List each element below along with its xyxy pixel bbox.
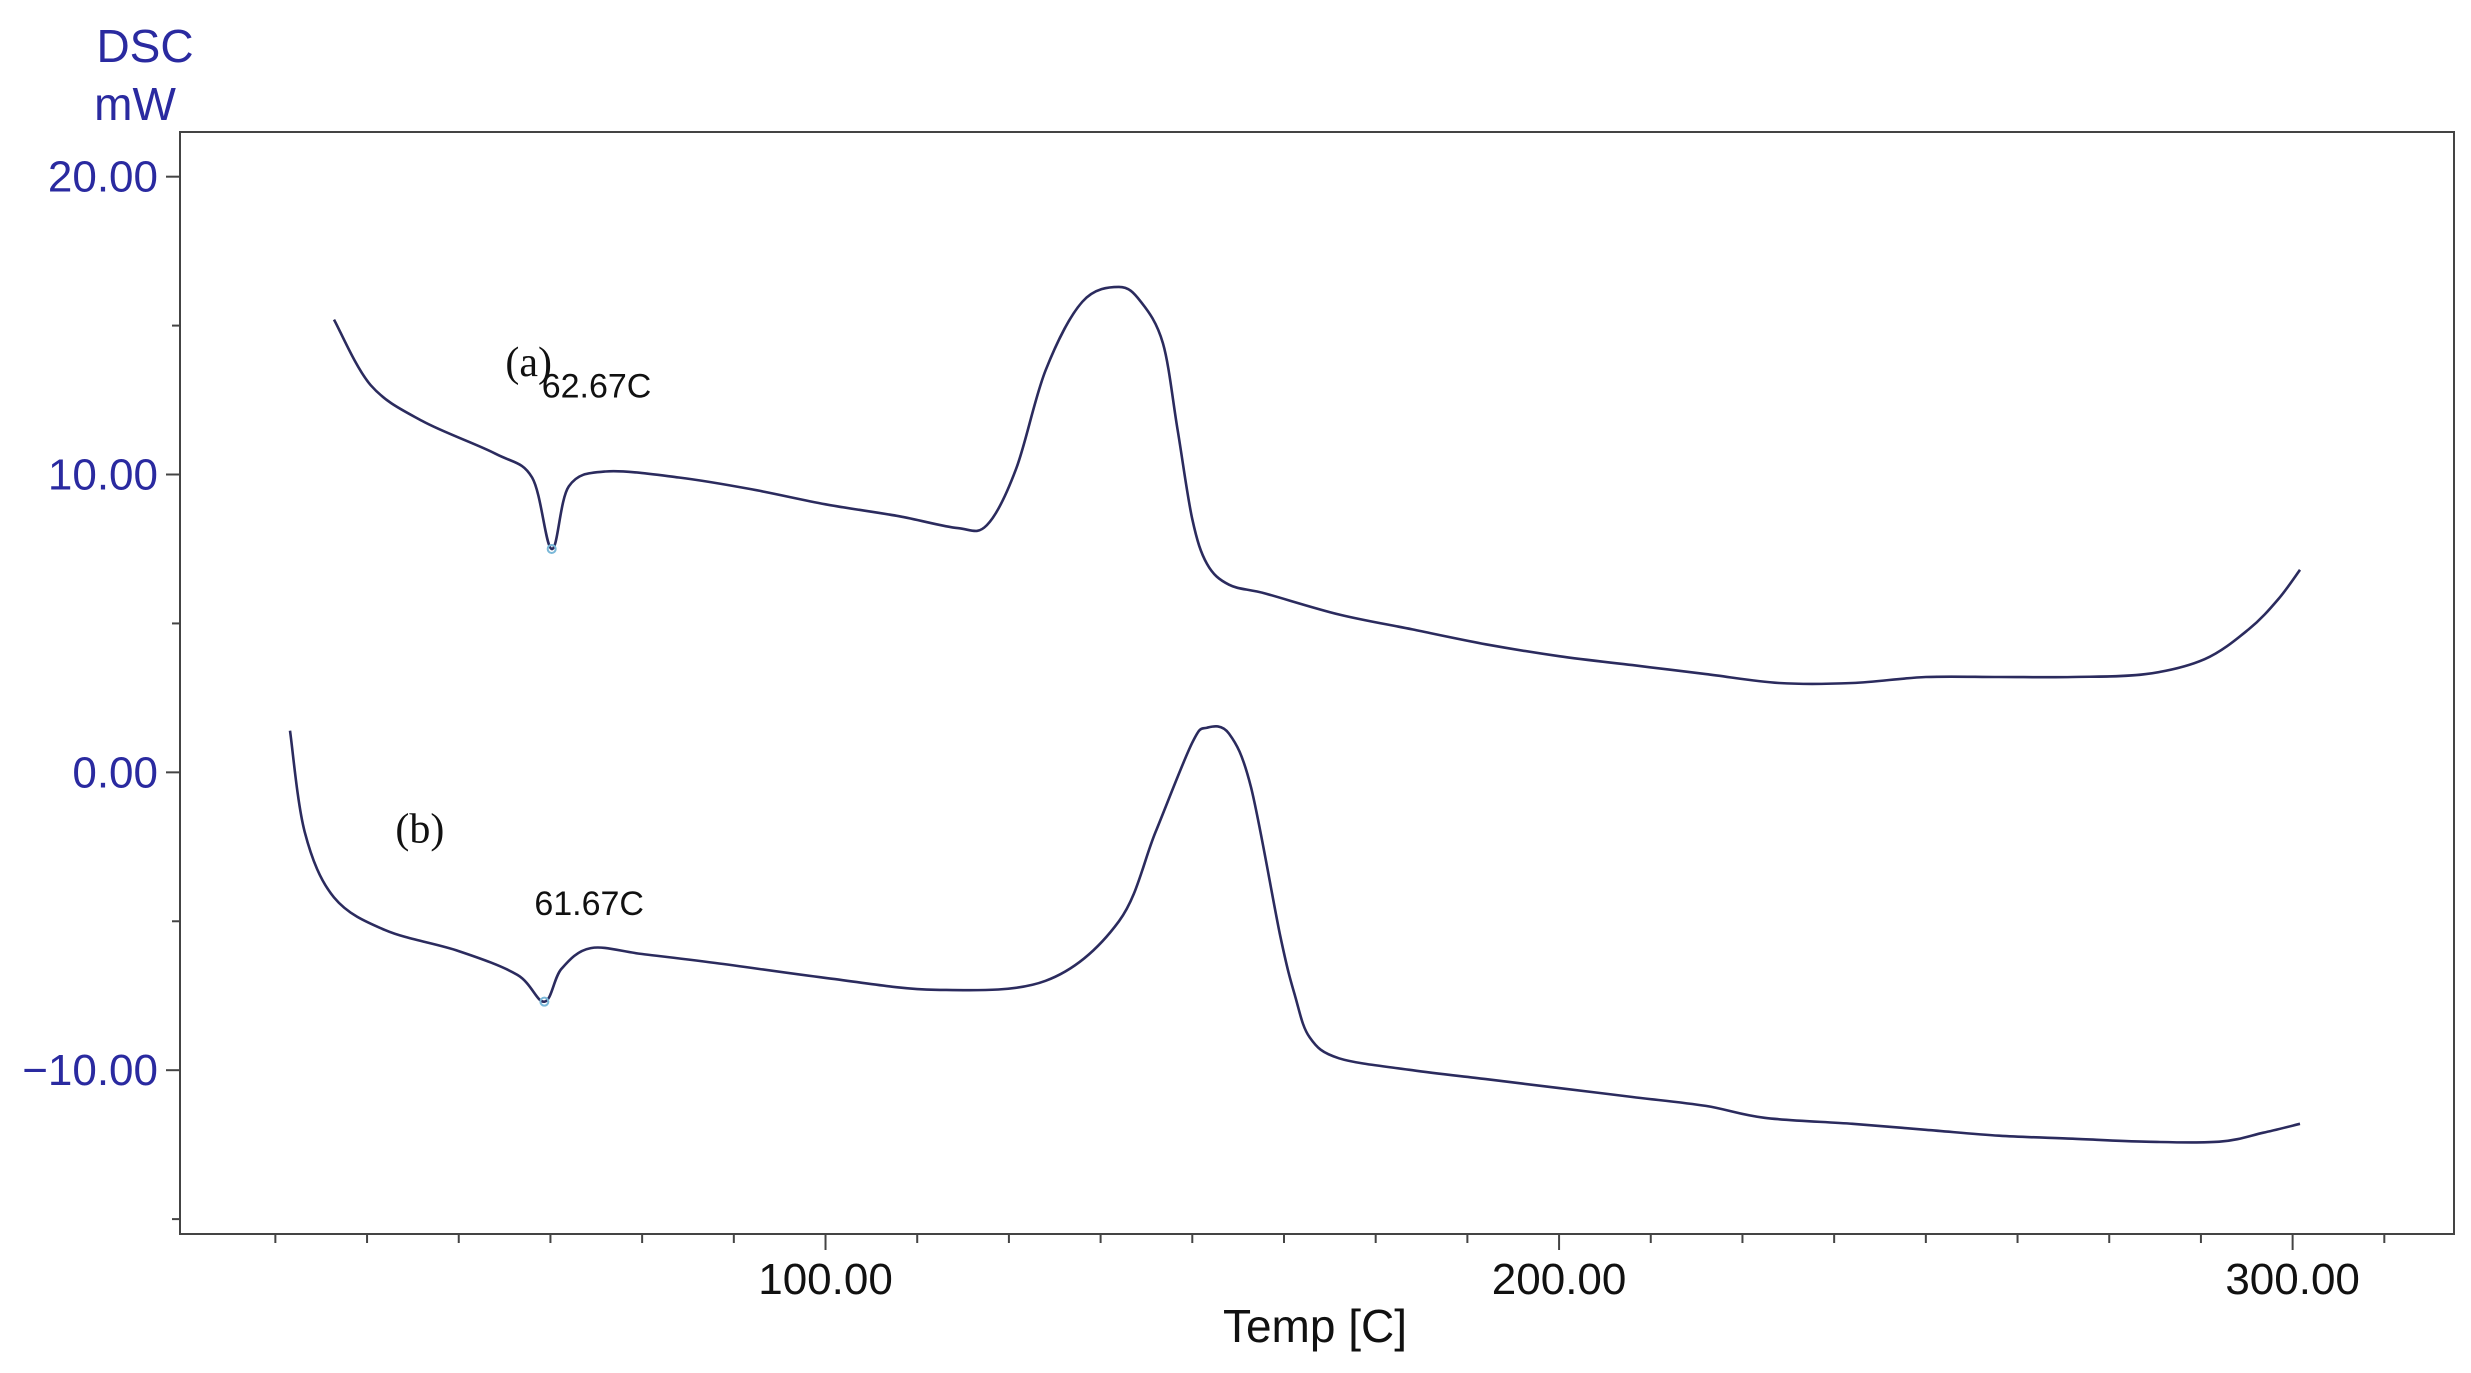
y-tick-label: 10.00 xyxy=(48,451,158,500)
y-axis-title: DSC mW xyxy=(94,20,193,130)
y-axis-ticks: 20.00 10.00 0.00 −10.00 xyxy=(22,153,180,1221)
y-axis-title-line-2: mW xyxy=(94,78,176,130)
y-axis-title-line-1: DSC xyxy=(96,20,193,72)
x-tick-label: 300.00 xyxy=(2225,1255,2360,1304)
y-tick-label: 20.00 xyxy=(48,153,158,202)
peak-temperature-label: 62.67C xyxy=(542,367,652,405)
chart-annotations: (a) (b) 62.67C 61.67C xyxy=(395,340,652,1007)
x-axis-ticks: 100.00 200.00 300.00 xyxy=(274,1234,2386,1304)
y-tick-label: 0.00 xyxy=(72,748,158,797)
x-axis-title: Temp [C] xyxy=(1223,1300,1407,1352)
series-label: (b) xyxy=(395,806,444,852)
dsc-curves xyxy=(288,285,2302,1144)
curve-series-a xyxy=(332,285,2302,686)
peak-temperature-label: 61.67C xyxy=(534,885,644,923)
peak-marker xyxy=(539,996,550,1007)
x-tick-label: 200.00 xyxy=(1492,1255,1627,1304)
peak-marker xyxy=(546,543,557,554)
plot-frame xyxy=(179,131,2455,1235)
x-tick-label: 100.00 xyxy=(758,1255,893,1304)
curve-series-b xyxy=(288,724,2301,1144)
series-label: (a) xyxy=(505,340,552,386)
y-tick-label: −10.00 xyxy=(22,1046,158,1095)
